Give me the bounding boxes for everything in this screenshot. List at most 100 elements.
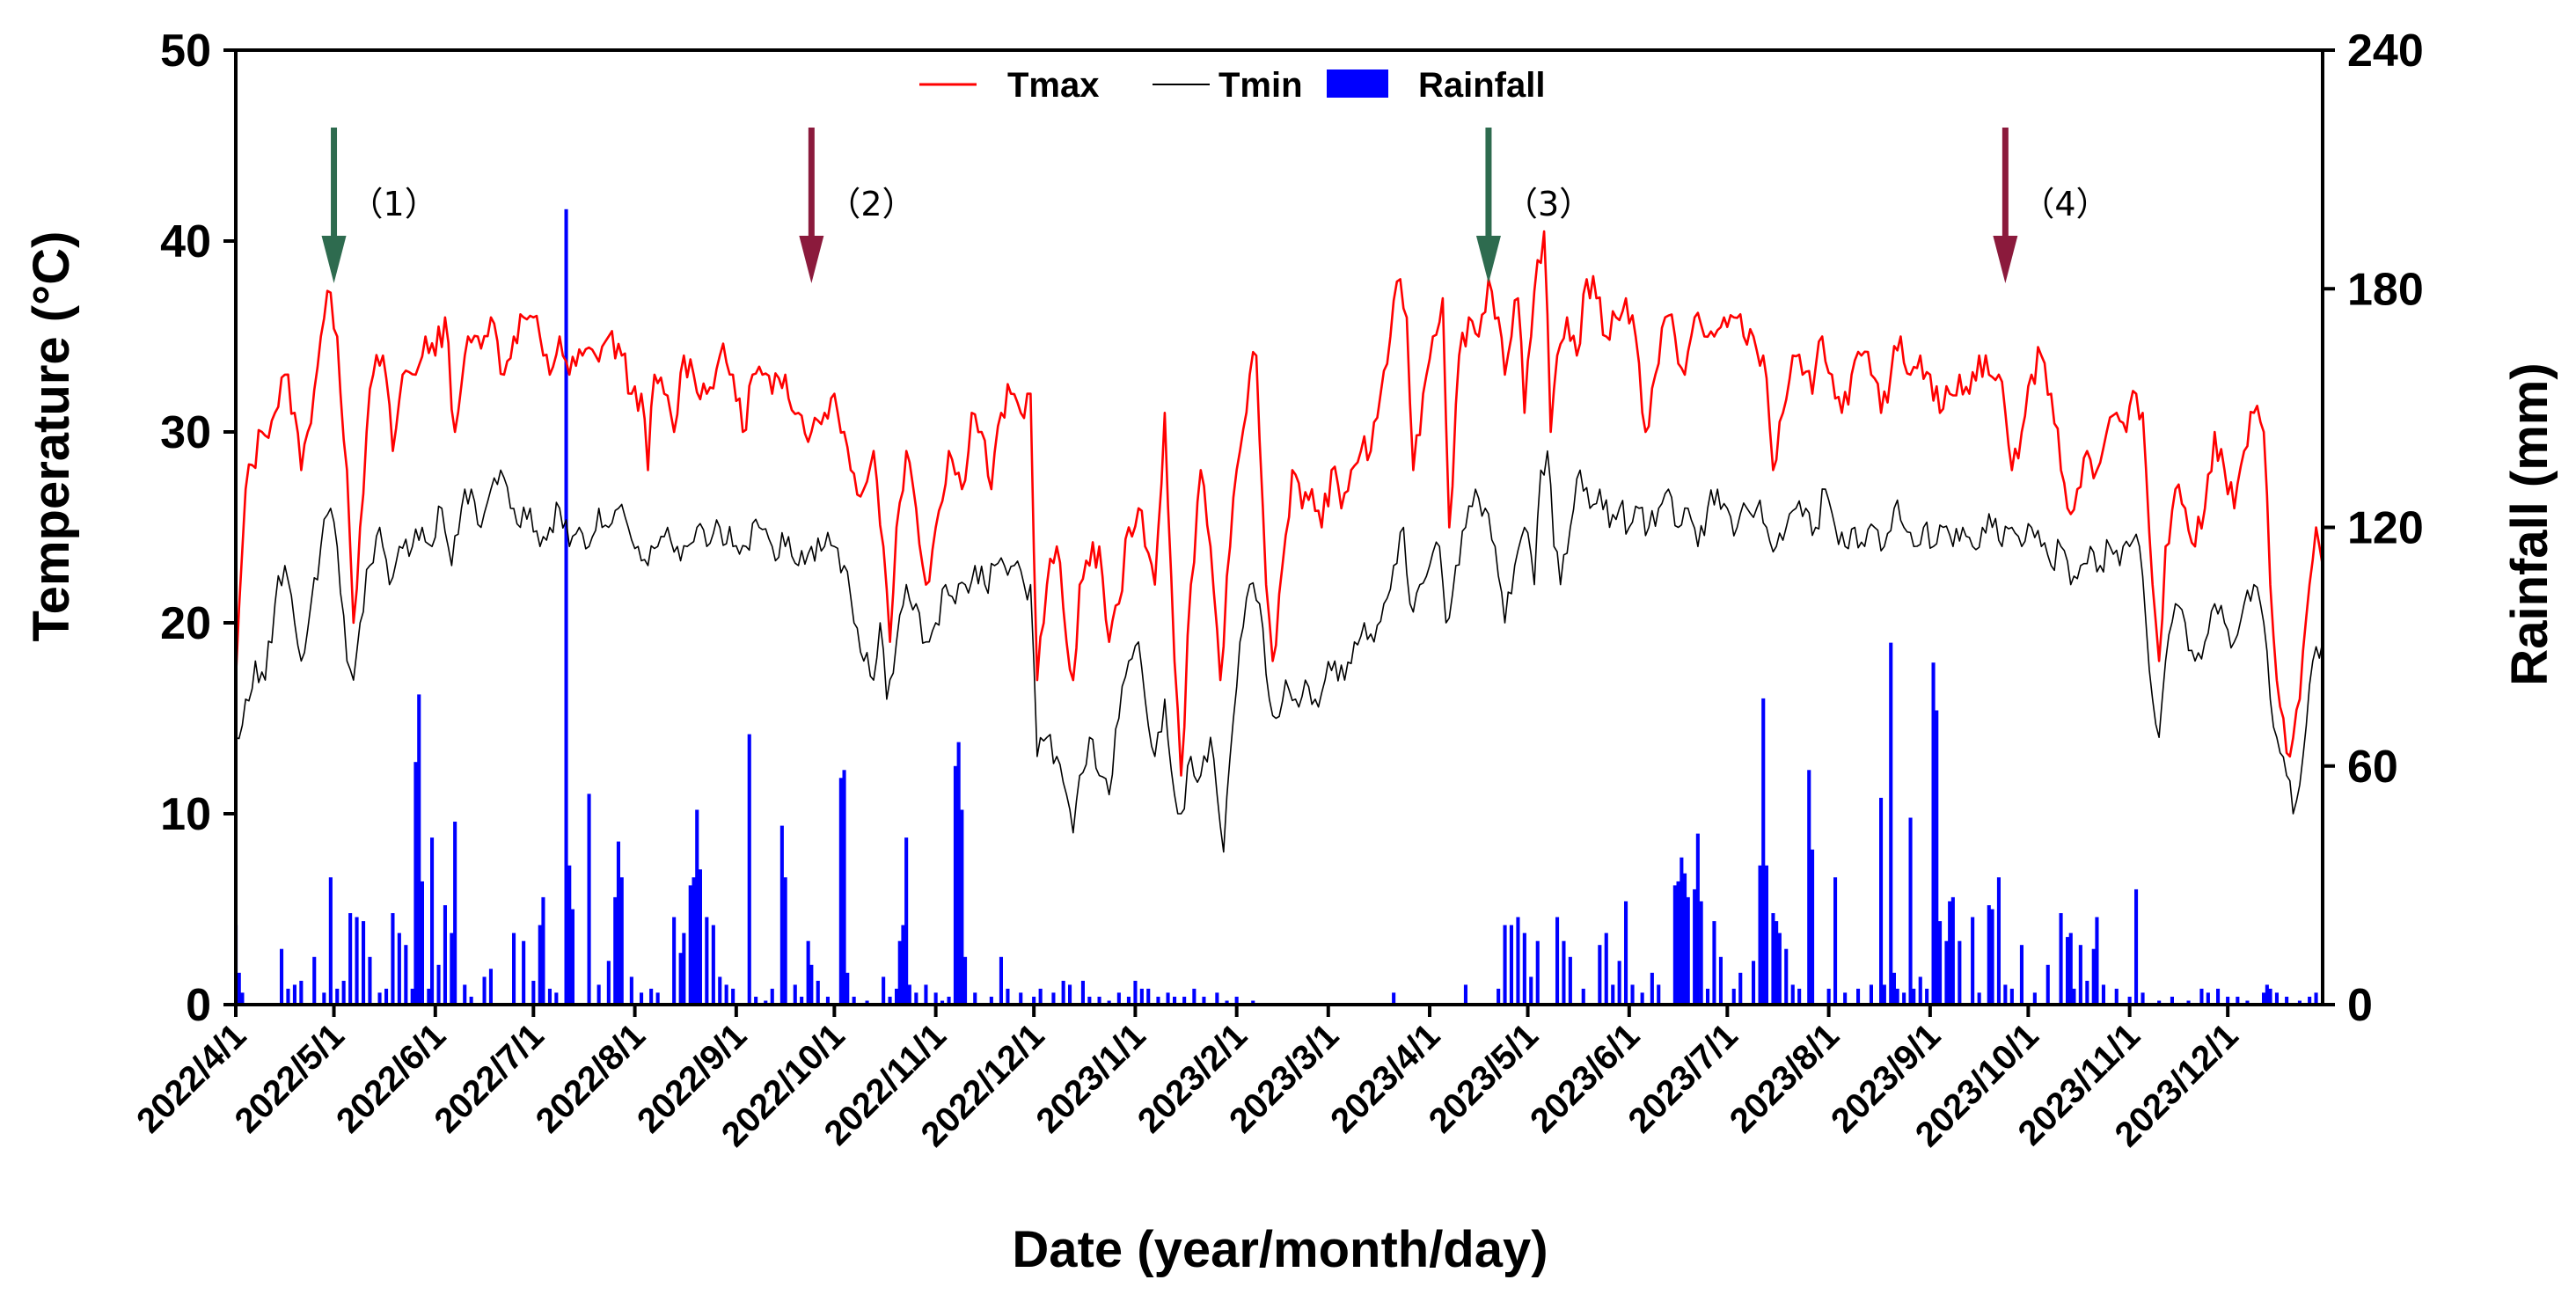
annotation-arrow-head	[1475, 236, 1501, 283]
rainfall-bar	[1080, 980, 1085, 1005]
rainfall-bar	[427, 988, 431, 1005]
rainfall-bar	[2157, 1000, 2162, 1005]
rainfall-bar	[570, 909, 574, 1005]
rainfall-bar	[640, 992, 644, 1005]
rainfall-bar	[688, 885, 692, 1005]
x-tick-label: 2022/7/1	[427, 1016, 551, 1140]
rainfall-bar	[2226, 997, 2230, 1005]
rainfall-bar	[1935, 710, 1939, 1005]
rainfall-bar	[1996, 877, 2001, 1005]
annotation-arrow-head	[321, 236, 347, 283]
rainfall-bar	[1568, 956, 1572, 1006]
rainfall-bar	[1680, 857, 1684, 1005]
rainfall-bar	[1497, 988, 1501, 1005]
rainfall-bar	[463, 984, 467, 1005]
rainfall-bar	[1202, 997, 1206, 1005]
rainfall-bar	[1640, 992, 1644, 1005]
x-tick-label: 2023/6/1	[1523, 1016, 1647, 1140]
y-left-tick-label: 40	[160, 216, 211, 267]
rainfall-bar	[1777, 932, 1782, 1005]
rainfall-bar	[1902, 992, 1906, 1005]
x-tick-label: 2022/6/1	[329, 1016, 453, 1140]
rainfall-bar	[1686, 896, 1690, 1005]
rainfall-bar	[1146, 988, 1151, 1005]
rainfall-bar	[240, 992, 245, 1005]
rainfall-bar	[1895, 988, 1899, 1005]
annotation-label: （2）	[827, 185, 915, 223]
rainfall-bar	[1535, 940, 1540, 1005]
y-axis-left-title: Temperature (°C)	[23, 231, 80, 642]
rainfall-bar	[1790, 984, 1795, 1005]
rainfall-bar	[1889, 642, 1893, 1005]
rainfall-bar	[1133, 980, 1138, 1005]
rainfall-bar	[1950, 896, 1955, 1005]
rainfall-bar	[1882, 984, 1886, 1005]
rainfall-bar	[2141, 992, 2145, 1005]
x-tick-label: 2023/5/1	[1422, 1016, 1546, 1140]
rainfall-bar	[1529, 976, 1533, 1005]
rainfall-bar	[391, 913, 395, 1005]
rainfall-bar	[888, 997, 892, 1005]
rainfall-bar	[895, 988, 899, 1005]
rainfall-bar	[1509, 925, 1513, 1005]
rainfall-bar	[1771, 913, 1775, 1005]
rainfall-bar	[413, 762, 418, 1005]
rainfall-bar	[1695, 833, 1700, 1005]
rainfall-bar	[793, 984, 797, 1005]
rainfall-bar	[613, 896, 618, 1005]
rainfall-bar	[2072, 988, 2076, 1005]
rainfall-bar	[1958, 940, 1962, 1005]
rainfall-bar	[692, 877, 696, 1005]
rainfall-bar	[1166, 992, 1170, 1005]
rainfall-bar	[450, 932, 454, 1005]
rainfall-bar	[2059, 913, 2063, 1005]
rainfall-bar	[2206, 992, 2210, 1005]
rainfall-bar	[1738, 972, 1743, 1005]
rainfall-bar	[672, 917, 677, 1005]
rainfall-bar	[2297, 1000, 2302, 1005]
rainfall-bar	[1784, 948, 1789, 1005]
rainfall-bar	[800, 997, 804, 1005]
rainfall-bar	[865, 1000, 869, 1005]
y-left-tick-label: 10	[160, 789, 211, 840]
rainfall-bar	[1912, 988, 1916, 1005]
temperature-lines	[234, 230, 2324, 853]
x-tick-label: 2023/8/1	[1723, 1016, 1847, 1140]
rainfall-bar	[2170, 997, 2174, 1005]
rainfall-bar	[1676, 881, 1680, 1005]
rainfall-bar	[1215, 992, 1219, 1005]
rainfall-bar	[825, 997, 830, 1005]
rainfall-bar	[940, 1000, 945, 1005]
rainfall-bar	[1139, 988, 1144, 1005]
rainfall-bar	[1463, 984, 1467, 1005]
rainfall-bar	[1879, 797, 1884, 1005]
rainfall-bar	[845, 972, 850, 1005]
rainfall-bar	[1611, 984, 1615, 1005]
rainfall-bar	[779, 825, 784, 1005]
annotation-arrow-head	[1993, 236, 2018, 283]
rainfall-bar	[587, 793, 591, 1005]
rainfall-bar	[397, 932, 401, 1005]
rainfall-bar	[1006, 988, 1010, 1005]
rainfall-bar	[1516, 917, 1520, 1005]
rainfall-bar	[1672, 885, 1677, 1005]
rainfall-bar	[809, 964, 814, 1005]
rainfall-bar	[1617, 961, 1621, 1005]
rainfall-bar	[2068, 932, 2073, 1005]
rainfall-bar	[1918, 976, 1922, 1005]
legend-rainfall-label: Rainfall	[1418, 66, 1545, 105]
rainfall-bar	[2268, 988, 2272, 1005]
rainfall-bar	[1624, 901, 1628, 1005]
rainfall-bar	[341, 980, 346, 1005]
rainfall-bar	[2045, 964, 2050, 1005]
rainfall-bar	[1843, 992, 1848, 1005]
rainfall-bar	[1938, 921, 1943, 1005]
rainfall-bar	[698, 869, 702, 1005]
rainfall-bar	[1657, 984, 1661, 1005]
rainfall-bar	[2308, 997, 2312, 1005]
rainfall-bar	[420, 881, 424, 1005]
rainfall-bar	[2314, 992, 2318, 1005]
rainfall-bar	[1087, 997, 1092, 1005]
